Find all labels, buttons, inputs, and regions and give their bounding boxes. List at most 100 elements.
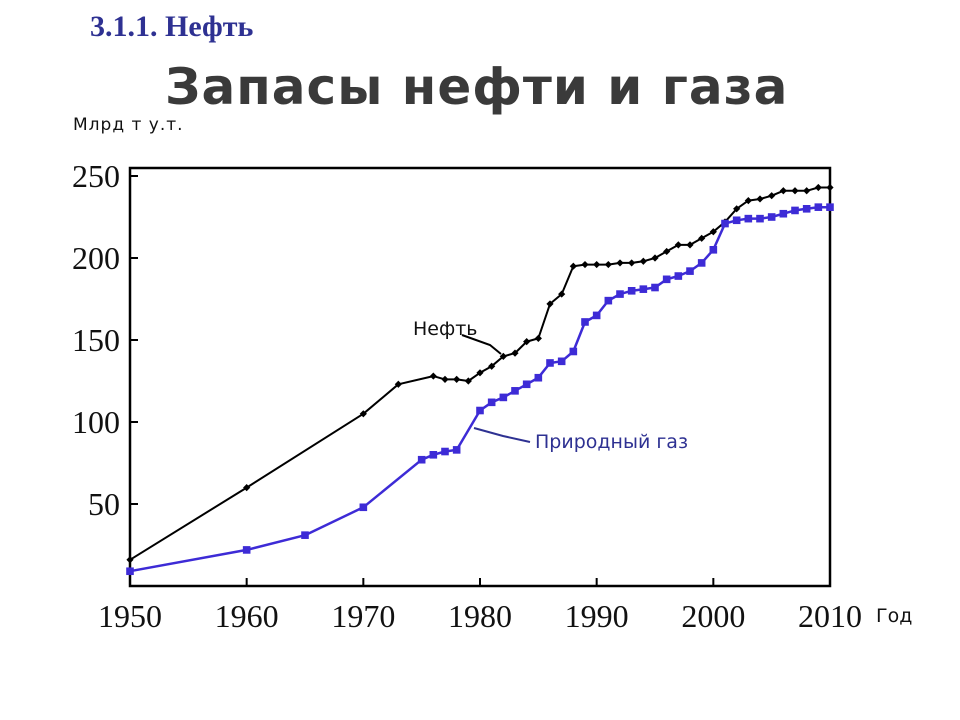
gas-data-point [651,283,659,292]
section-title: 3.1.1. Нефть [90,10,254,43]
series-oil [126,183,834,564]
oil-data-point [476,369,484,377]
oil-data-point [523,338,531,346]
gas-data-point [522,380,531,389]
gas-data-point [417,455,426,464]
gas-data-point [709,246,718,254]
oil-data-point [709,228,717,236]
oil-data-point [499,352,507,360]
gas-data-point [126,567,134,576]
oil-data-point [791,187,799,195]
gas-data-point [662,275,671,284]
x-tick-label: 1990 [565,598,629,634]
page-title: Запасы нефти и газа [165,58,789,116]
gas-data-point [301,531,309,539]
oil-data-point [826,183,834,192]
oil-data-point [488,362,496,370]
oil-data-point [464,377,472,385]
gas-data-point [627,287,636,295]
gas-annotation: Природный газ [535,431,688,453]
oil-data-point [651,254,659,262]
oil-data-point [604,260,612,269]
oil-data-point [569,262,577,270]
gas-data-point [499,393,508,402]
oil-data-point [733,205,741,213]
x-axis: 1950 1960 1970 1980 1990 2000 2010 [98,578,862,634]
gas-data-point [802,205,811,213]
y-axis: 50 100 150 200 250 [72,158,138,522]
x-tick-label: 1970 [331,598,395,634]
oil-data-point [639,257,647,265]
oil-annotation: Нефть [413,318,478,340]
oil-annotation-leader [461,334,502,355]
gas-data-point [756,214,764,223]
series-gas [126,203,834,576]
gas-data-point [534,373,543,382]
oil-data-point [779,187,787,195]
oil-data-point [359,410,367,418]
gas-data-point [616,290,624,298]
oil-data-point [453,375,461,383]
oil-data-point [581,260,589,269]
oil-data-point [394,380,402,388]
oil-data-point [126,556,134,564]
y-tick-label: 100 [72,404,120,440]
x-axis-label: Год [876,605,912,627]
oil-data-point [686,241,694,249]
gas-data-point [814,203,823,211]
gas-data-point [674,272,683,280]
x-tick-label: 2000 [681,598,745,634]
gas-data-point [826,203,834,211]
y-tick-label: 150 [72,322,120,358]
gas-data-point [581,318,589,326]
oil-data-point [814,183,822,192]
y-axis-label: Млрд т у.т. [73,115,184,135]
gas-data-point [511,387,519,395]
gas-data-point [779,209,788,218]
gas-data-point [791,206,799,215]
oil-data-point [429,372,437,380]
oil-data-point [558,290,566,298]
x-tick-label: 1960 [215,598,279,634]
gas-data-point [242,546,251,554]
gas-data-point [569,347,578,356]
y-tick-label: 200 [72,240,120,276]
oil-data-point [803,187,811,195]
oil-data-point [768,192,776,200]
gas-data-point [441,447,449,456]
gas-data-point [452,446,461,454]
gas-data-point [744,214,753,223]
oil-data-point [243,484,251,492]
oil-data-point [441,375,449,383]
y-tick-label: 50 [88,486,120,522]
gas-data-point [721,219,729,228]
gas-data-point [604,296,613,305]
gas-data-point [639,285,648,293]
oil-data-point [628,259,636,267]
oil-data-point [663,247,671,256]
gas-data-point [429,451,438,459]
oil-data-point [534,334,542,342]
gas-data-point [359,503,368,512]
oil-data-point [593,260,601,269]
gas-data-point [557,357,566,366]
gas-data-point [686,267,694,275]
oil-data-point [511,349,519,357]
x-tick-label: 2010 [798,598,862,634]
oil-data-point [616,259,624,267]
oil-data-point [756,195,764,203]
gas-series-line [129,205,830,573]
oil-data-point [744,197,752,205]
oil-data-point [674,241,682,249]
gas-annotation-leader [473,427,531,443]
oil-data-point [546,300,554,308]
gas-data-point [767,213,776,221]
gas-data-point [732,216,741,225]
gas-data-point [487,398,496,407]
gas-data-point [546,359,554,367]
oil-data-point [698,234,706,242]
gas-data-point [697,259,706,267]
y-tick-label: 250 [72,158,120,194]
plot-frame [128,166,832,588]
